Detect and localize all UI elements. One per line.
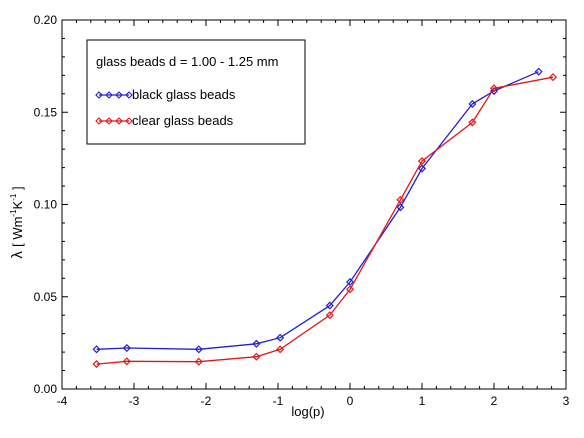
data-point	[92, 360, 101, 369]
data-point	[325, 301, 334, 310]
legend-entry: black glass beads	[132, 87, 236, 102]
plot-region	[92, 67, 558, 369]
x-tick-label: 2	[491, 394, 498, 408]
x-tick-label: 1	[419, 394, 426, 408]
legend-title: glass beads d = 1.00 - 1.25 mm	[96, 54, 278, 69]
x-tick-label: -4	[57, 394, 68, 408]
y-tick-label: 0.15	[34, 105, 58, 119]
y-label-unit: ]	[10, 186, 25, 193]
series-line	[96, 76, 554, 365]
legend-box	[86, 39, 306, 145]
x-tick-label: -1	[273, 394, 284, 408]
x-tick-label: -2	[201, 394, 212, 408]
data-point	[345, 277, 355, 287]
data-point	[276, 333, 285, 342]
legend-marker	[95, 117, 103, 125]
x-axis-label: log(p)	[291, 404, 324, 419]
data-point	[252, 339, 261, 348]
data-point	[122, 357, 131, 366]
data-point	[468, 99, 477, 108]
y-label-superscript: -1	[9, 209, 18, 217]
data-point	[534, 67, 543, 76]
legend-marker	[125, 91, 133, 99]
data-point	[252, 352, 261, 361]
data-point	[92, 345, 101, 354]
legend-marker	[115, 117, 123, 125]
y-label-unit: [ Wm	[10, 217, 25, 247]
data-point	[417, 164, 427, 173]
legend-marker	[125, 117, 133, 125]
data-point	[122, 343, 131, 353]
y-tick-label: 0.20	[34, 13, 58, 27]
axes: -4 -3 -2 -1 0 1 2 3 0.00 0.05 0.10 0.15 0.20 log(p) λ …	[9, 13, 570, 419]
data-point	[396, 195, 405, 204]
y-axis-label: λ [ Wm-1K-1 ]	[9, 186, 26, 258]
x-tick-label: 0	[347, 394, 354, 408]
data-point	[468, 118, 477, 127]
x-tick-label: 3	[563, 394, 570, 408]
series-line	[96, 71, 539, 350]
y-label-superscript: -1	[9, 193, 18, 201]
data-point	[417, 157, 427, 166]
data-point	[325, 311, 334, 320]
data-point	[396, 203, 405, 212]
data-point	[489, 84, 499, 93]
legend-marker	[115, 91, 123, 99]
y-label-unit: K	[10, 200, 25, 209]
data-point	[194, 357, 203, 366]
data-point	[276, 345, 285, 354]
data-point	[194, 345, 203, 354]
data-point	[548, 73, 558, 82]
y-tick-label: 0.00	[34, 382, 58, 396]
y-tick-label: 0.05	[34, 290, 58, 304]
legend-marker	[105, 117, 113, 125]
legend: glass beads d = 1.00 - 1.25 mm black glas…	[86, 39, 306, 145]
legend-marker	[105, 91, 113, 99]
x-tick-label: -3	[129, 394, 140, 408]
data-point	[345, 285, 355, 294]
legend-marker	[95, 91, 103, 99]
y-label-symbol: λ	[9, 247, 26, 259]
y-tick-label: 0.10	[34, 198, 58, 212]
legend-entry: clear glass beads	[132, 113, 234, 128]
series-2	[92, 73, 558, 369]
